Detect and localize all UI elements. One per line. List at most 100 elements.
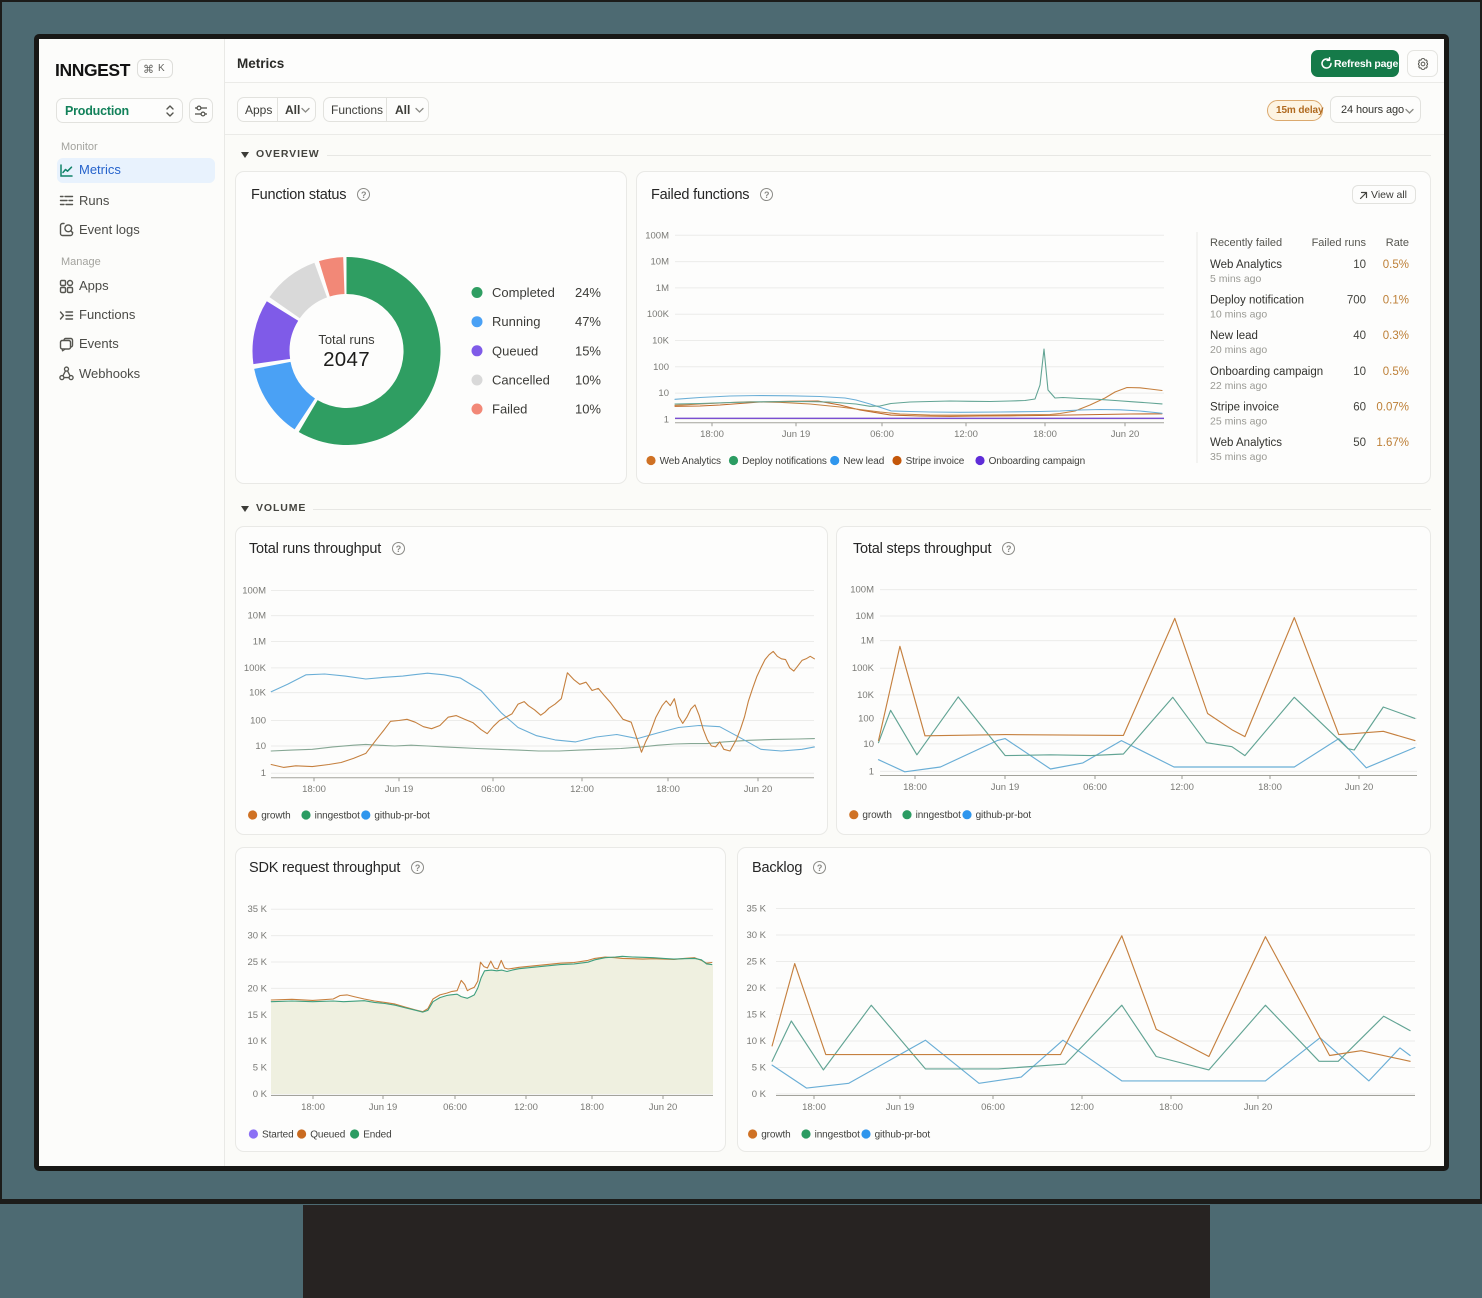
svg-text:Jun 20: Jun 20 bbox=[1244, 1102, 1273, 1113]
svg-text:18:00: 18:00 bbox=[700, 429, 724, 440]
svg-text:Deploy notifications: Deploy notifications bbox=[742, 456, 827, 467]
svg-text:20 K: 20 K bbox=[746, 983, 766, 994]
svg-text:10: 10 bbox=[255, 741, 266, 752]
svg-text:10%: 10% bbox=[575, 402, 601, 417]
svg-text:50: 50 bbox=[1353, 437, 1366, 449]
svg-text:1: 1 bbox=[664, 414, 669, 425]
svg-text:12:00: 12:00 bbox=[570, 784, 594, 795]
svg-text:github-pr-bot: github-pr-bot bbox=[374, 811, 430, 822]
svg-text:5 K: 5 K bbox=[253, 1063, 268, 1074]
svg-text:10K: 10K bbox=[652, 336, 670, 347]
svg-text:100M: 100M bbox=[242, 586, 266, 597]
svg-text:1M: 1M bbox=[253, 637, 266, 648]
svg-text:18:00: 18:00 bbox=[1159, 1102, 1183, 1113]
svg-text:25 mins ago: 25 mins ago bbox=[1210, 416, 1267, 428]
svg-text:100: 100 bbox=[858, 713, 874, 724]
svg-text:Jun 19: Jun 19 bbox=[369, 1102, 398, 1113]
svg-text:100K: 100K bbox=[647, 309, 670, 320]
svg-text:06:00: 06:00 bbox=[1083, 782, 1107, 793]
svg-text:github-pr-bot: github-pr-bot bbox=[875, 1130, 931, 1141]
svg-text:10M: 10M bbox=[856, 611, 875, 622]
svg-text:Completed: Completed bbox=[492, 285, 555, 300]
svg-text:47%: 47% bbox=[575, 314, 601, 329]
svg-text:100M: 100M bbox=[850, 585, 874, 596]
svg-text:15 K: 15 K bbox=[746, 1010, 766, 1021]
svg-text:0 K: 0 K bbox=[253, 1089, 268, 1100]
svg-text:Ended: Ended bbox=[363, 1130, 391, 1141]
svg-text:Jun 20: Jun 20 bbox=[649, 1102, 678, 1113]
svg-text:growth: growth bbox=[761, 1130, 790, 1141]
svg-text:100: 100 bbox=[250, 716, 266, 727]
svg-text:10: 10 bbox=[1353, 366, 1366, 378]
svg-text:growth: growth bbox=[862, 810, 891, 821]
svg-text:18:00: 18:00 bbox=[302, 784, 326, 795]
svg-text:1: 1 bbox=[869, 766, 874, 777]
svg-text:35 K: 35 K bbox=[746, 904, 766, 915]
svg-text:Web Analytics: Web Analytics bbox=[1210, 259, 1282, 271]
svg-text:35 mins ago: 35 mins ago bbox=[1210, 451, 1267, 463]
svg-text:15 K: 15 K bbox=[247, 1010, 267, 1021]
svg-text:Running: Running bbox=[492, 314, 540, 329]
svg-text:Jun 19: Jun 19 bbox=[991, 782, 1020, 793]
svg-text:60: 60 bbox=[1353, 402, 1366, 414]
svg-text:30 K: 30 K bbox=[746, 930, 766, 941]
svg-text:Web Analytics: Web Analytics bbox=[1210, 437, 1282, 449]
svg-text:35 K: 35 K bbox=[247, 904, 267, 915]
svg-text:5 K: 5 K bbox=[752, 1063, 767, 1074]
svg-text:Queued: Queued bbox=[310, 1130, 345, 1141]
svg-text:Started: Started bbox=[262, 1130, 294, 1141]
svg-text:Failed runs: Failed runs bbox=[1312, 237, 1367, 249]
svg-text:1.67%: 1.67% bbox=[1376, 437, 1409, 449]
svg-text:0.5%: 0.5% bbox=[1383, 259, 1409, 271]
svg-text:1M: 1M bbox=[861, 636, 874, 647]
svg-text:10K: 10K bbox=[857, 690, 875, 701]
svg-text:1: 1 bbox=[261, 768, 266, 779]
svg-text:0 K: 0 K bbox=[752, 1089, 767, 1100]
svg-text:Jun 19: Jun 19 bbox=[385, 784, 414, 795]
svg-text:12:00: 12:00 bbox=[1170, 782, 1194, 793]
svg-text:0.5%: 0.5% bbox=[1383, 366, 1409, 378]
svg-text:New lead: New lead bbox=[1210, 330, 1258, 342]
svg-text:100K: 100K bbox=[244, 663, 267, 674]
svg-text:18:00: 18:00 bbox=[580, 1102, 604, 1113]
svg-text:700: 700 bbox=[1347, 295, 1366, 307]
svg-text:Jun 20: Jun 20 bbox=[744, 784, 773, 795]
svg-text:New lead: New lead bbox=[843, 456, 884, 467]
svg-text:Failed: Failed bbox=[492, 402, 527, 417]
svg-text:Stripe invoice: Stripe invoice bbox=[906, 456, 965, 467]
svg-text:18:00: 18:00 bbox=[301, 1102, 325, 1113]
svg-text:inngestbot: inngestbot bbox=[315, 811, 360, 822]
svg-text:10%: 10% bbox=[575, 373, 601, 388]
svg-text:growth: growth bbox=[261, 811, 290, 822]
svg-text:Jun 20: Jun 20 bbox=[1111, 429, 1140, 440]
svg-text:10 K: 10 K bbox=[746, 1036, 766, 1047]
svg-text:12:00: 12:00 bbox=[954, 429, 978, 440]
svg-text:inngestbot: inngestbot bbox=[916, 810, 961, 821]
svg-text:24%: 24% bbox=[575, 285, 601, 300]
svg-text:Recently failed: Recently failed bbox=[1210, 237, 1282, 249]
svg-text:5 mins ago: 5 mins ago bbox=[1210, 273, 1262, 285]
svg-text:100M: 100M bbox=[645, 230, 669, 241]
svg-text:0.3%: 0.3% bbox=[1383, 330, 1409, 342]
svg-text:18:00: 18:00 bbox=[1033, 429, 1057, 440]
svg-text:inngestbot: inngestbot bbox=[815, 1130, 860, 1141]
svg-text:Web Analytics: Web Analytics bbox=[660, 456, 721, 467]
svg-text:10 K: 10 K bbox=[247, 1036, 267, 1047]
svg-text:Onboarding campaign: Onboarding campaign bbox=[989, 456, 1086, 467]
svg-text:06:00: 06:00 bbox=[443, 1102, 467, 1113]
svg-text:18:00: 18:00 bbox=[903, 782, 927, 793]
svg-text:Cancelled: Cancelled bbox=[492, 373, 550, 388]
svg-text:25 K: 25 K bbox=[746, 957, 766, 968]
svg-text:Stripe invoice: Stripe invoice bbox=[1210, 402, 1279, 414]
svg-text:10M: 10M bbox=[651, 257, 670, 268]
svg-text:Rate: Rate bbox=[1386, 237, 1409, 249]
svg-text:30 K: 30 K bbox=[247, 931, 267, 942]
svg-text:18:00: 18:00 bbox=[1258, 782, 1282, 793]
svg-text:25 K: 25 K bbox=[247, 957, 267, 968]
svg-text:1M: 1M bbox=[656, 283, 669, 294]
svg-text:06:00: 06:00 bbox=[481, 784, 505, 795]
svg-text:06:00: 06:00 bbox=[981, 1102, 1005, 1113]
svg-text:10K: 10K bbox=[249, 688, 267, 699]
svg-text:12:00: 12:00 bbox=[514, 1102, 538, 1113]
svg-text:18:00: 18:00 bbox=[802, 1102, 826, 1113]
